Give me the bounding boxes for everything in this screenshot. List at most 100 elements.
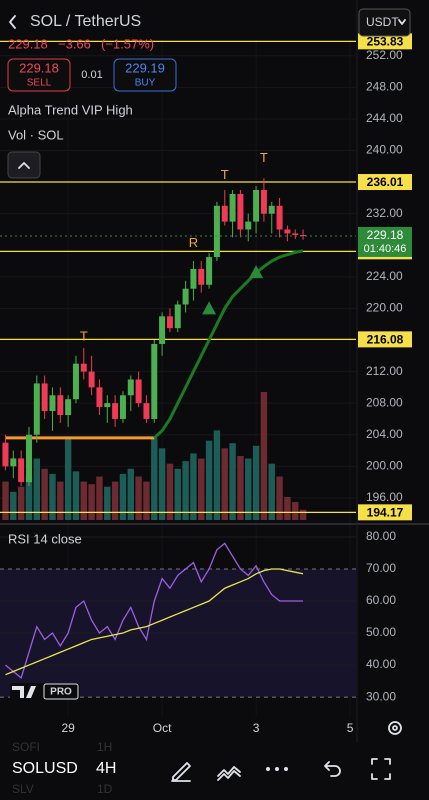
volume-bar xyxy=(127,468,134,520)
candle-body xyxy=(41,383,48,412)
level-label: 216.08 xyxy=(367,333,404,347)
candle-body xyxy=(33,383,40,435)
signal-label: T xyxy=(80,328,88,343)
fullscreen-icon[interactable] xyxy=(371,758,391,780)
settings-icon[interactable] xyxy=(388,721,402,735)
level-tag xyxy=(358,33,412,50)
ghost-symbol: SOFI xyxy=(12,740,40,754)
y-tick-label: 224.00 xyxy=(366,269,403,283)
trend-line xyxy=(5,568,304,676)
signal-triangle xyxy=(249,265,264,279)
signal-triangle xyxy=(202,301,217,315)
candle-body xyxy=(237,193,244,230)
volume-bar xyxy=(151,438,158,520)
candle-body xyxy=(206,257,213,285)
candle-body xyxy=(229,193,236,222)
toolbar xyxy=(0,742,429,800)
volume-bar xyxy=(229,443,236,520)
volume-bar xyxy=(245,458,252,520)
currency-select[interactable] xyxy=(358,8,411,37)
candle-body xyxy=(57,395,64,415)
volume-bar xyxy=(166,463,174,520)
signal-label: T xyxy=(221,167,229,182)
buy-price: 229.19 xyxy=(125,60,165,75)
buy-label: BUY xyxy=(135,78,156,89)
back-icon[interactable] xyxy=(9,15,16,29)
y-tick-label: 232.00 xyxy=(366,206,403,220)
candle-body xyxy=(276,205,283,230)
y-tick-label: 80.00 xyxy=(366,529,396,543)
y-tick-label: 60.00 xyxy=(366,593,396,607)
candle-body xyxy=(10,458,17,467)
ghost-symbol: SLV xyxy=(12,782,34,796)
x-tick-label: Oct xyxy=(153,721,172,735)
volume-bar xyxy=(299,509,307,520)
volume-bar xyxy=(57,481,64,520)
ghost-interval: 1H xyxy=(97,740,112,754)
toolbar-interval[interactable]: 4H xyxy=(96,760,116,777)
trend-line xyxy=(153,249,304,440)
volume-bar xyxy=(104,486,111,520)
indicator-icon[interactable] xyxy=(217,766,241,781)
current-tag xyxy=(358,226,412,257)
volume-bar xyxy=(182,461,189,520)
candle-body xyxy=(213,205,220,258)
volume-bar xyxy=(111,481,119,520)
candle-body xyxy=(72,363,79,400)
draw-icon[interactable] xyxy=(171,762,191,782)
volume-bar xyxy=(198,458,205,520)
candle-body xyxy=(2,442,9,467)
y-tick-label: 244.00 xyxy=(366,111,403,125)
y-tick-label: 208.00 xyxy=(366,395,403,409)
spread: 0.01 xyxy=(81,69,102,81)
dropdown-icon xyxy=(398,19,406,25)
more-icon[interactable] xyxy=(266,767,288,771)
level-tag xyxy=(358,504,412,521)
volume-bar xyxy=(205,440,213,520)
sell-label: SELL xyxy=(27,78,52,89)
volume-bar xyxy=(190,453,197,520)
undo-icon[interactable] xyxy=(324,761,341,777)
toolbar-symbol[interactable]: SOLUSD xyxy=(12,760,78,777)
candle-body xyxy=(112,403,119,419)
candle-body xyxy=(96,387,103,408)
x-tick-label: 29 xyxy=(61,721,75,735)
y-tick-label: 200.00 xyxy=(366,458,403,472)
candle-body xyxy=(284,229,291,234)
level-tag xyxy=(358,174,412,191)
volume-bar xyxy=(96,476,103,520)
candle-body xyxy=(268,205,275,214)
y-tick-label: 220.00 xyxy=(366,301,403,315)
y-tick-label: 30.00 xyxy=(366,689,396,703)
y-tick-label: 70.00 xyxy=(366,561,396,575)
current-price: 229.18 xyxy=(367,228,404,242)
indicator-name: Alpha Trend VIP High xyxy=(8,102,133,117)
ghost-interval: 1D xyxy=(97,782,113,796)
rsi-title: RSI 14 close xyxy=(8,531,82,546)
volume-bar xyxy=(25,476,33,520)
volume-bar xyxy=(268,463,275,520)
volume-bar xyxy=(17,486,25,520)
change: −3.66 xyxy=(58,36,91,51)
signal-label: T xyxy=(260,150,268,165)
candle-body xyxy=(65,399,72,415)
candle-body xyxy=(119,395,126,419)
signal-label: R xyxy=(189,235,198,250)
volume-bar xyxy=(41,468,48,520)
candle-body xyxy=(190,268,197,289)
candle-body xyxy=(18,458,25,483)
candle-body xyxy=(127,379,134,396)
volume-bar xyxy=(174,468,181,520)
buy-button[interactable] xyxy=(113,58,177,92)
volume-bar xyxy=(88,484,95,520)
volume-bar xyxy=(252,445,260,520)
currency: USDT xyxy=(366,15,399,29)
sell-button[interactable] xyxy=(7,58,71,92)
volume-bar xyxy=(276,476,283,520)
collapse-icon xyxy=(18,162,30,169)
volume-bar xyxy=(2,481,9,520)
main-chart: 252.00 248.00 244.00 240.00 232.00 224.00 220.… xyxy=(0,0,429,742)
level-label: 253.83 xyxy=(367,35,404,49)
collapse-button[interactable] xyxy=(7,151,41,179)
